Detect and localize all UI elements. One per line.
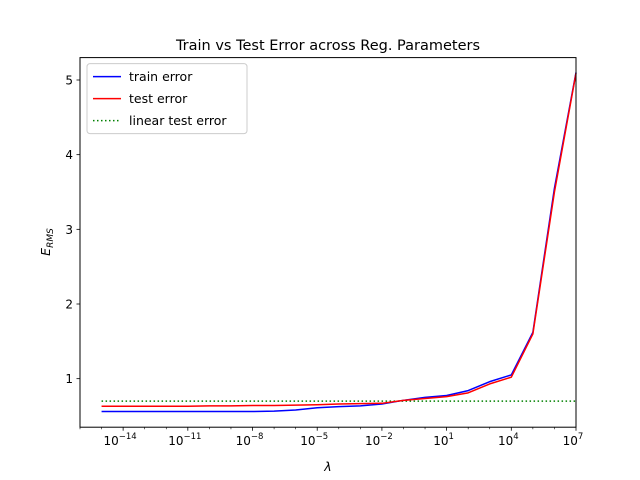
legend-label-train-error: train error (129, 69, 193, 84)
series-line-test-error (101, 73, 577, 408)
x-axis-label: λ (323, 459, 331, 474)
series-line-train-error (101, 72, 577, 413)
y-axis-label-sub: RMS (46, 228, 56, 248)
chart-title: Train vs Test Error across Reg. Paramete… (175, 38, 480, 54)
legend: train error test error linear test error (86, 63, 248, 135)
y-tick-label: 1 (65, 372, 73, 386)
x-axis: 10−14 10−11 10−8 10−5 10−2 101 104 107 (79, 427, 584, 448)
legend-label-test-error: test error (129, 91, 188, 106)
legend-label-linear-test-error: linear test error (129, 113, 227, 128)
y-tick-label: 2 (65, 298, 73, 312)
y-axis-label-main: E (38, 248, 53, 256)
x-tick-label: 104 (498, 432, 519, 448)
y-tick-label: 5 (65, 74, 73, 88)
y-tick-label: 4 (65, 148, 73, 162)
series-layer (101, 72, 577, 413)
plot-frame (79, 57, 577, 428)
x-tick-label: 10−14 (104, 432, 137, 448)
x-tick-label: 10−2 (365, 432, 393, 448)
y-axis-label: ERMS (38, 228, 56, 256)
x-tick-label: 107 (563, 432, 584, 448)
x-tick-label: 101 (433, 432, 454, 448)
x-tick-label: 10−8 (236, 432, 264, 448)
x-tick-label: 10−11 (168, 432, 201, 448)
y-axis: 1 2 3 4 5 (65, 74, 80, 386)
y-tick-label: 3 (65, 223, 73, 237)
x-tick-label: 10−5 (300, 432, 328, 448)
legend-box (86, 63, 248, 135)
